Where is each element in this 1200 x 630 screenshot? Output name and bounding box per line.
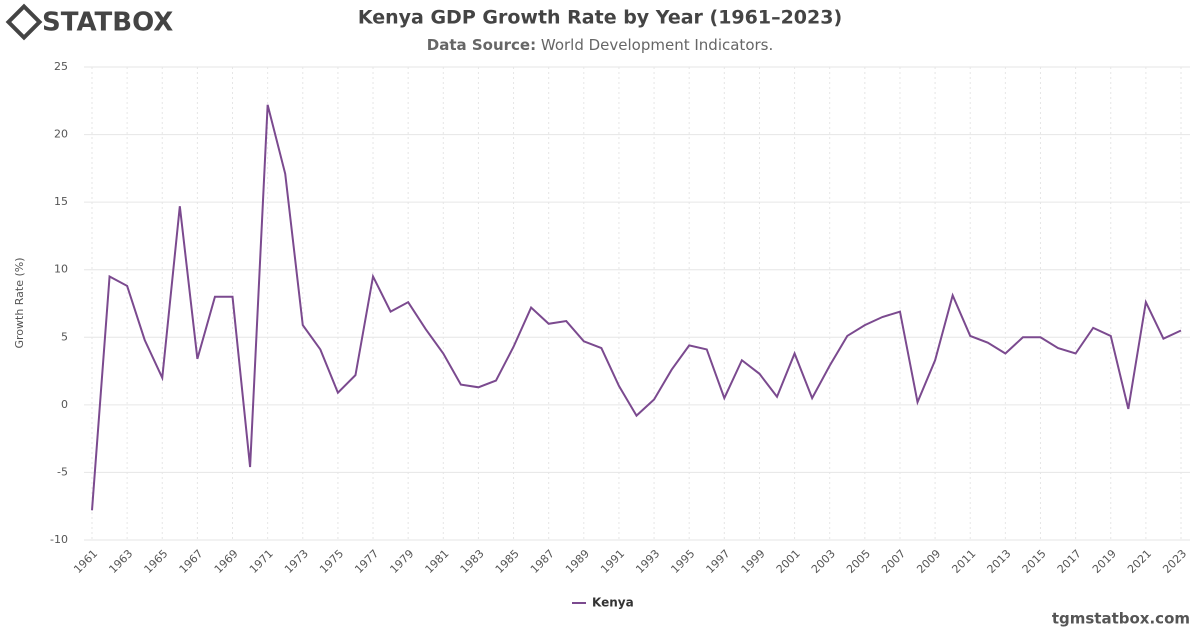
x-tick-label: 1985 xyxy=(493,547,522,576)
y-tick-label: 20 xyxy=(54,128,68,141)
legend-label: Kenya xyxy=(592,596,634,610)
x-tick-label: 1969 xyxy=(212,547,241,576)
subtitle-label: Data Source: xyxy=(427,36,536,54)
x-tick-label: 1965 xyxy=(142,547,171,576)
x-tick-label: 2013 xyxy=(985,547,1014,576)
x-tick-label: 1977 xyxy=(352,547,381,576)
y-tick-label: 10 xyxy=(54,263,68,276)
x-tick-label: 1993 xyxy=(633,547,662,576)
x-tick-label: 2019 xyxy=(1090,547,1119,576)
y-tick-label: 0 xyxy=(61,398,68,411)
x-tick-label: 2023 xyxy=(1160,547,1189,576)
logo: STATBOX xyxy=(5,3,173,41)
x-tick-label: 2005 xyxy=(844,547,873,576)
y-tick-label: 25 xyxy=(54,60,68,73)
x-tick-label: 2021 xyxy=(1125,547,1154,576)
x-tick-label: 1963 xyxy=(106,547,135,576)
x-tick-label: 1981 xyxy=(423,547,452,576)
x-tick-label: 2009 xyxy=(914,547,943,576)
x-tick-label: 1983 xyxy=(458,547,487,576)
chart-title: Kenya GDP Growth Rate by Year (1961–2023… xyxy=(358,7,842,29)
x-tick-label: 1995 xyxy=(668,547,697,576)
x-tick-label: 1971 xyxy=(247,547,276,576)
x-tick-label: 1987 xyxy=(528,547,557,576)
y-tick-label: -10 xyxy=(50,533,68,546)
x-tick-label: 1991 xyxy=(598,547,627,576)
watermark: tgmstatbox.com xyxy=(1052,610,1190,628)
x-tick-label: 1979 xyxy=(387,547,416,576)
y-tick-label: 5 xyxy=(61,330,68,343)
x-tick-label: 2003 xyxy=(809,547,838,576)
x-tick-label: 2007 xyxy=(879,547,908,576)
x-tick-label: 2015 xyxy=(1020,547,1049,576)
logo-text: STATBOX xyxy=(42,8,173,38)
x-tick-label: 1961 xyxy=(71,547,100,576)
x-tick-label: 2017 xyxy=(1055,547,1084,576)
x-tick-label: 2011 xyxy=(949,547,978,576)
x-tick-label: 2001 xyxy=(774,547,803,576)
y-axis-label: Growth Rate (%) xyxy=(13,257,26,348)
x-tick-label: 1975 xyxy=(317,547,346,576)
x-tick-label: 1999 xyxy=(739,547,768,576)
x-tick-label: 1997 xyxy=(704,547,733,576)
x-tick-label: 1989 xyxy=(563,547,592,576)
chart-subtitle: Data Source: World Development Indicator… xyxy=(427,36,774,54)
x-tick-label: 1973 xyxy=(282,547,311,576)
logo-icon xyxy=(5,3,43,41)
y-tick-label: -5 xyxy=(57,465,68,478)
x-tick-label: 1967 xyxy=(177,547,206,576)
y-tick-label: 15 xyxy=(54,195,68,208)
subtitle-text: World Development Indicators. xyxy=(541,36,773,54)
data-line xyxy=(91,104,1182,511)
